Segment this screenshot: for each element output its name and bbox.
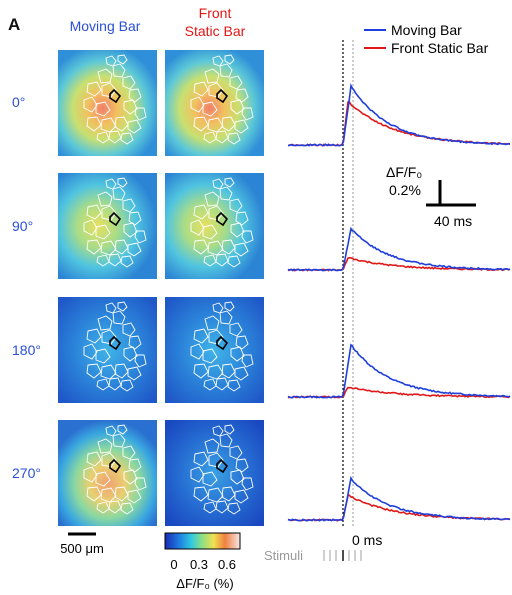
column-header-static-line1: Front: [199, 5, 232, 21]
trace-scale-xlabel: 40 ms: [434, 213, 472, 229]
stimuli-label: Stimuli: [264, 548, 303, 563]
trace-moving-row-3: [287, 475, 511, 522]
image-static-0: [165, 50, 264, 156]
trace-scale-ylabel-1: ΔF/F₀: [386, 164, 422, 180]
angle-label-180: 180°: [12, 342, 41, 358]
panel-label: A: [8, 15, 20, 34]
image-static-180: [165, 297, 264, 403]
angle-label-0: 0°: [12, 94, 25, 110]
angle-label-270: 270°: [12, 465, 41, 481]
time-zero-label: 0 ms: [352, 532, 382, 548]
legend-label-moving: Moving Bar: [391, 22, 462, 38]
image-static-270: [165, 420, 264, 526]
colorbar-tick-0: 0: [170, 557, 177, 572]
trace-static-row-0: [288, 101, 511, 147]
angle-label-90: 90°: [12, 218, 33, 234]
colorbar: [164, 532, 241, 550]
colorbar-label: ΔF/F₀ (%): [176, 576, 233, 591]
traces: [287, 83, 511, 522]
trace-moving-row-1: [287, 226, 511, 272]
image-moving-270: [58, 420, 157, 526]
colorbar-tick-1: 0.3: [190, 557, 208, 572]
colorbar-tick-2: 0.6: [218, 557, 236, 572]
image-moving-90: [58, 173, 157, 279]
image-moving-180: [58, 297, 157, 403]
trace-moving-row-0: [287, 83, 510, 147]
legend-label-static: Front Static Bar: [391, 40, 489, 56]
column-header-moving: Moving Bar: [70, 18, 141, 34]
trace-moving-row-2: [287, 343, 511, 399]
image-moving-0: [58, 50, 157, 156]
column-header-static-line2: Static Bar: [185, 23, 246, 39]
image-scale-label: 500 μm: [60, 541, 104, 556]
trace-scale-ylabel-2: 0.2%: [389, 182, 421, 198]
stimuli-ticks: [323, 550, 362, 561]
image-static-90: [165, 173, 264, 279]
